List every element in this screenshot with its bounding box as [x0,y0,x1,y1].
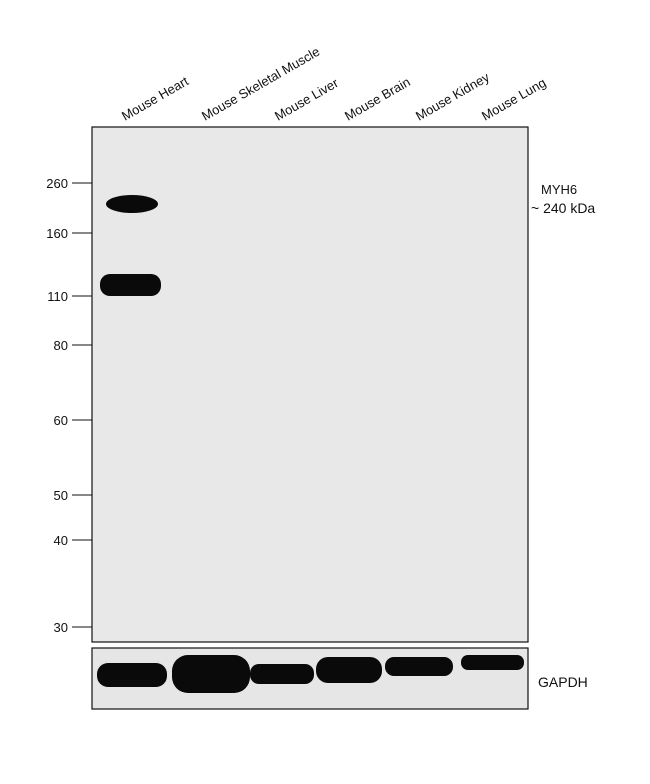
lane-label: Mouse Liver [272,75,341,124]
band [100,274,161,296]
band [250,664,314,684]
marker-label: 60 [54,413,68,428]
lane-label: Mouse Heart [119,73,191,123]
target-name: MYH6 [541,182,577,197]
marker-label: 80 [54,338,68,353]
band [316,657,382,683]
band [385,657,453,676]
lane-label: Mouse Kidney [413,69,492,123]
main-blot [91,126,529,643]
lane-label: Mouse Brain [342,74,413,123]
marker-label: 160 [46,226,68,241]
marker-label: 260 [46,176,68,191]
marker-label: 30 [54,620,68,635]
lane-label: Mouse Skeletal Muscle [199,44,322,124]
marker-label: 40 [54,533,68,548]
band [461,655,524,670]
band [97,663,167,687]
target-size: ~ 240 kDa [531,200,595,216]
band [172,655,250,693]
loading-control: GAPDH [538,674,588,690]
marker-label: 50 [54,488,68,503]
marker-label: 110 [47,289,68,304]
band [106,195,158,213]
